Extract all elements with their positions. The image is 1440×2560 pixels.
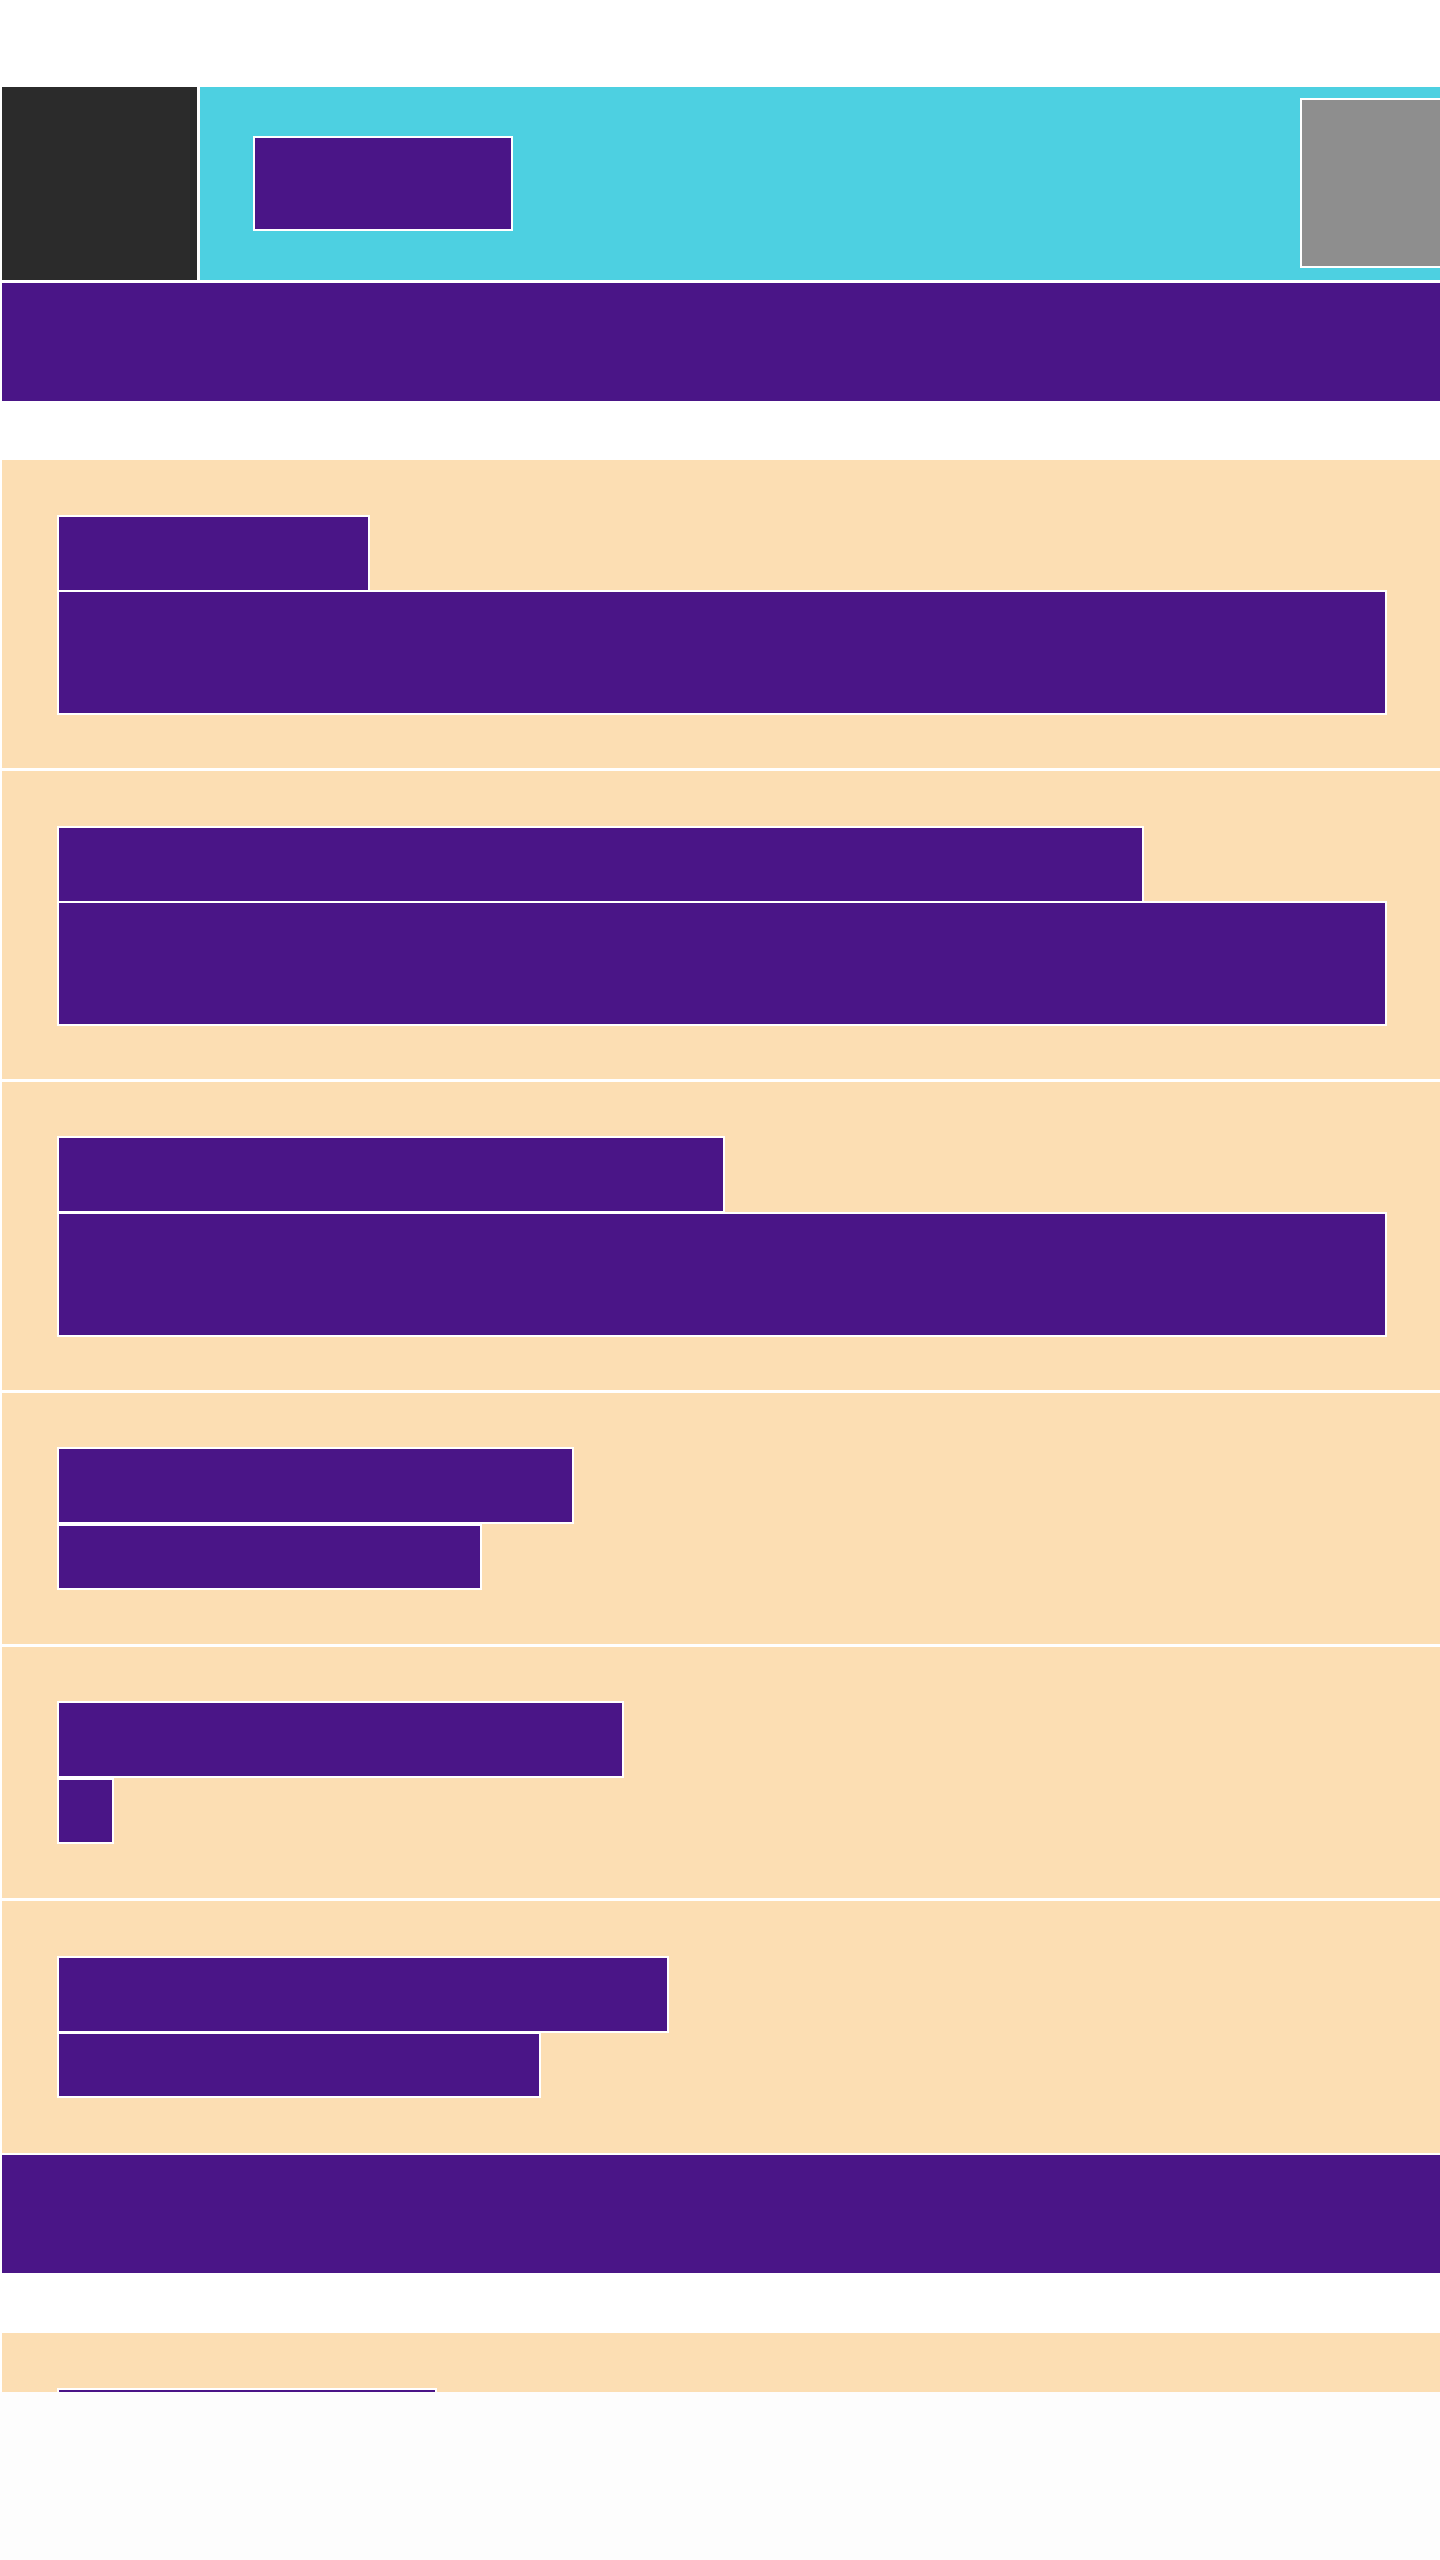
section-heading <box>2 281 1440 401</box>
field-label <box>57 515 370 592</box>
field-label <box>57 1956 669 2033</box>
page-title <box>253 136 513 231</box>
field-label <box>57 1447 574 1524</box>
section-heading <box>2 2153 1440 2273</box>
field-value <box>57 1778 114 1844</box>
field-label <box>57 826 1144 903</box>
field-label <box>57 1136 725 1213</box>
header-divider <box>197 87 200 280</box>
field-value <box>57 901 1387 1026</box>
field-value <box>57 1524 482 1590</box>
divider <box>2 1079 1440 1082</box>
divider <box>2 768 1440 771</box>
avatar[interactable] <box>1300 98 1440 268</box>
field-value <box>57 2032 541 2098</box>
divider <box>2 1644 1440 1647</box>
bottom-panel <box>0 2392 1440 2560</box>
field-label <box>57 1701 624 1778</box>
field-value <box>57 1212 1387 1337</box>
field-value <box>57 590 1387 715</box>
divider <box>2 1898 1440 1901</box>
app-header <box>2 87 1440 280</box>
logo[interactable] <box>2 87 197 280</box>
divider <box>2 1390 1440 1393</box>
